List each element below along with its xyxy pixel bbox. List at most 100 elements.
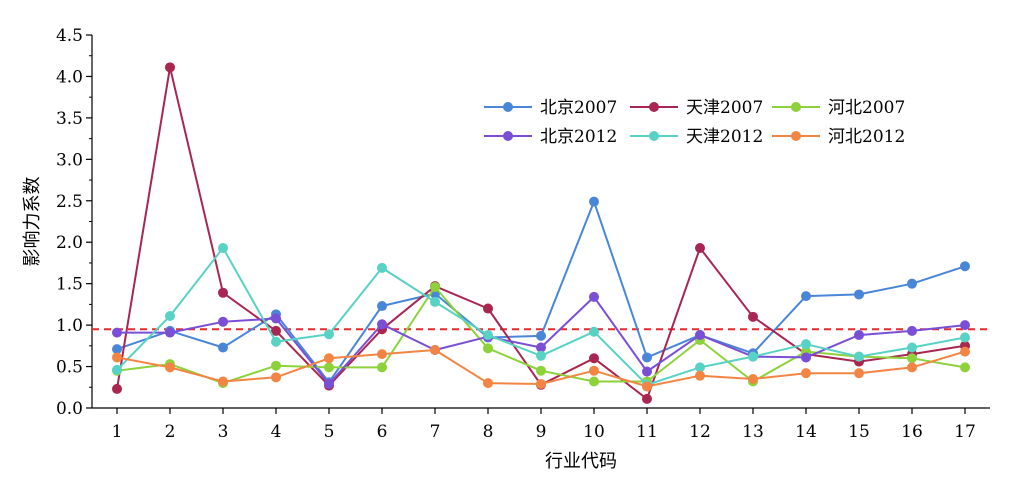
- y-tick-label: 4.0: [56, 67, 83, 87]
- legend-label: 河北2007: [828, 98, 905, 118]
- data-point: [112, 344, 122, 355]
- data-point: [695, 370, 705, 381]
- data-point: [430, 296, 440, 307]
- data-point: [854, 351, 864, 362]
- x-tick-label: 2: [165, 422, 176, 442]
- data-point: [536, 365, 546, 376]
- data-point: [377, 319, 387, 330]
- x-tick-label: 5: [324, 422, 335, 442]
- data-point: [642, 352, 652, 363]
- data-point: [695, 243, 705, 254]
- x-tick-label: 1: [112, 422, 123, 442]
- data-point: [907, 353, 917, 364]
- data-point: [271, 360, 281, 371]
- legend-item: 北京2007: [484, 98, 617, 118]
- data-point: [377, 349, 387, 360]
- data-point: [854, 289, 864, 300]
- legend-swatch-marker: [791, 131, 801, 141]
- y-tick-label: 0.0: [56, 399, 83, 419]
- data-point: [218, 342, 228, 353]
- y-tick-label: 0.5: [56, 358, 83, 378]
- data-point: [377, 262, 387, 273]
- legend-swatch-marker: [649, 102, 659, 112]
- y-tick-label: 4.5: [56, 26, 83, 46]
- data-point: [960, 320, 970, 331]
- data-point: [218, 316, 228, 327]
- data-point: [748, 311, 758, 322]
- x-tick-label: 12: [689, 422, 711, 442]
- data-point: [430, 344, 440, 355]
- data-point: [430, 281, 440, 292]
- data-point: [377, 301, 387, 312]
- data-point: [960, 362, 970, 373]
- data-point: [218, 243, 228, 254]
- legend-item: 天津2012: [630, 127, 763, 147]
- x-tick-label: 9: [536, 422, 547, 442]
- y-tick-label: 2.0: [56, 233, 83, 253]
- x-tick-label: 10: [583, 422, 605, 442]
- x-tick-label: 17: [954, 422, 976, 442]
- data-point: [748, 351, 758, 362]
- y-tick-label: 1.0: [56, 316, 83, 336]
- data-point: [695, 362, 705, 373]
- y-tick-label: 1.5: [56, 275, 83, 295]
- legend-swatch-marker: [791, 102, 801, 112]
- legend-label: 北京2012: [540, 127, 617, 147]
- x-tick-label: 6: [377, 422, 388, 442]
- data-point: [165, 327, 175, 338]
- legend-swatch-marker: [649, 131, 659, 141]
- data-point: [695, 330, 705, 341]
- data-point: [324, 353, 334, 364]
- y-tick-label: 3.0: [56, 150, 83, 170]
- data-point: [377, 362, 387, 373]
- data-point: [483, 343, 493, 354]
- data-point: [907, 325, 917, 336]
- data-point: [324, 362, 334, 373]
- x-tick-label: 16: [901, 422, 923, 442]
- series-layer: [112, 62, 970, 404]
- data-point: [271, 325, 281, 336]
- data-point: [324, 329, 334, 340]
- data-point: [165, 362, 175, 373]
- legend-swatch-marker: [503, 102, 513, 112]
- data-point: [801, 291, 811, 302]
- data-point: [536, 330, 546, 341]
- data-point: [960, 346, 970, 357]
- data-point: [165, 310, 175, 321]
- series-6: [112, 344, 970, 392]
- data-point: [271, 313, 281, 324]
- legend-label: 天津2007: [686, 98, 763, 118]
- data-point: [801, 368, 811, 379]
- data-point: [748, 373, 758, 384]
- data-point: [536, 350, 546, 361]
- data-point: [854, 368, 864, 379]
- data-point: [589, 291, 599, 302]
- data-point: [642, 366, 652, 377]
- legend-label: 北京2007: [540, 98, 617, 118]
- data-point: [589, 365, 599, 376]
- data-point: [324, 378, 334, 389]
- legend-label: 天津2012: [686, 127, 763, 147]
- data-point: [642, 381, 652, 392]
- data-point: [536, 378, 546, 389]
- data-point: [112, 383, 122, 394]
- data-point: [483, 378, 493, 389]
- data-point: [112, 327, 122, 338]
- data-point: [907, 342, 917, 353]
- x-tick-label: 13: [742, 422, 764, 442]
- x-axis-title: 行业代码: [545, 451, 617, 472]
- data-point: [854, 330, 864, 341]
- data-point: [801, 352, 811, 363]
- data-point: [483, 330, 493, 341]
- y-tick-label: 3.5: [56, 109, 83, 129]
- data-point: [165, 62, 175, 73]
- legend-swatch-marker: [503, 131, 513, 141]
- data-point: [589, 376, 599, 387]
- axes: 0.00.51.01.52.02.53.03.54.04.51 2 3 4 5 6 7 8 9 1…: [56, 26, 990, 442]
- data-point: [589, 326, 599, 337]
- legend-item: 天津2007: [630, 98, 763, 118]
- data-point: [907, 278, 917, 289]
- y-axis-title: 影响力系数: [22, 177, 43, 267]
- data-point: [801, 339, 811, 350]
